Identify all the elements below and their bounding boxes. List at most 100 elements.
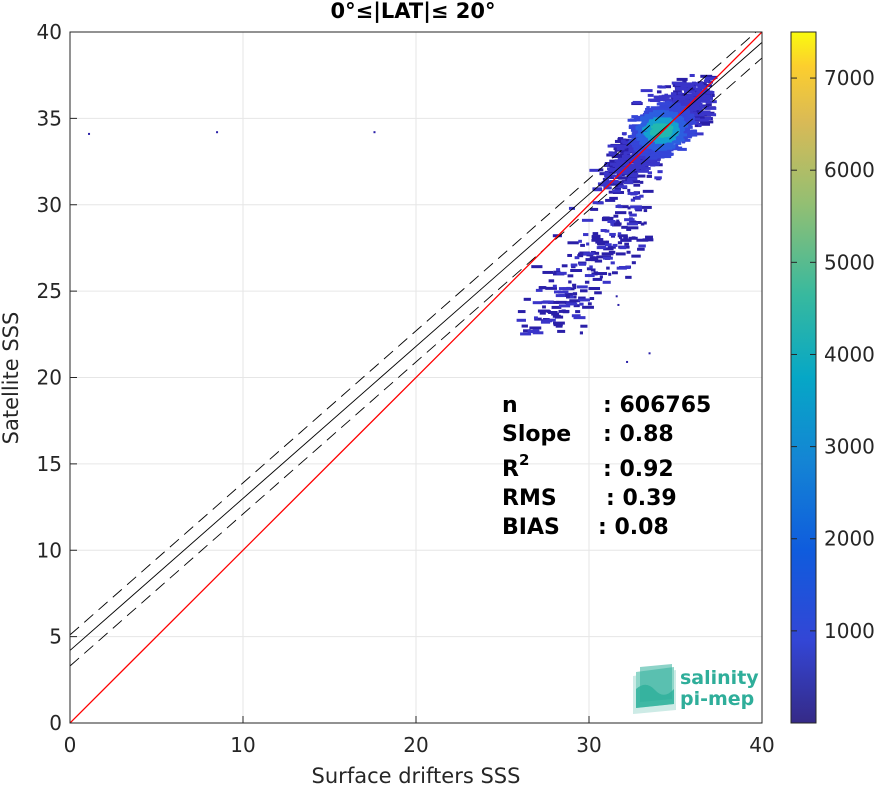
density-cell xyxy=(567,241,579,245)
density-cell xyxy=(545,286,558,290)
density-cell xyxy=(551,312,560,316)
density-cell xyxy=(665,138,670,142)
density-cell xyxy=(606,240,610,244)
density-cell xyxy=(572,283,577,287)
density-cell xyxy=(555,294,566,298)
density-cell xyxy=(681,99,690,103)
density-cell xyxy=(677,147,687,151)
density-cell xyxy=(646,134,658,138)
density-cell xyxy=(554,315,564,319)
density-cell xyxy=(617,234,628,238)
density-cell xyxy=(627,191,639,195)
density-cell xyxy=(674,83,682,87)
stat-rms-value: : 0.39 xyxy=(606,486,677,511)
density-cell xyxy=(645,155,652,159)
density-cell xyxy=(670,130,680,134)
density-cell xyxy=(668,126,679,130)
density-cell xyxy=(626,170,632,174)
density-cell xyxy=(631,261,636,265)
density-cell xyxy=(567,274,574,278)
density-cell xyxy=(552,284,557,288)
density-cell xyxy=(673,95,680,99)
density-cell xyxy=(629,134,640,138)
density-cell xyxy=(660,136,668,140)
density-cell xyxy=(517,310,526,314)
density-cell xyxy=(635,166,641,170)
density-cell xyxy=(605,180,613,184)
density-cell xyxy=(671,81,684,85)
density-cell xyxy=(603,186,612,190)
density-cell xyxy=(603,171,609,175)
density-cell xyxy=(591,235,597,239)
density-cell xyxy=(622,168,634,172)
density-cell xyxy=(558,287,571,291)
density-cell xyxy=(645,127,653,131)
density-cell xyxy=(598,168,604,172)
density-cell xyxy=(682,82,694,86)
density-cell xyxy=(670,92,677,96)
density-cell xyxy=(631,164,636,168)
density-cell xyxy=(683,90,695,94)
density-cell xyxy=(627,188,631,192)
density-cell xyxy=(558,304,571,308)
fit-line xyxy=(70,42,762,651)
density-cell xyxy=(670,114,674,118)
density-cell xyxy=(617,232,622,236)
density-cell xyxy=(614,159,621,163)
density-cell xyxy=(600,229,607,233)
density-cell xyxy=(687,116,694,120)
density-cell xyxy=(623,236,628,240)
stats-box: n : 606765 Slope : 0.88 R 2 : 0.92 RMS :… xyxy=(502,393,711,540)
density-cell xyxy=(667,137,676,141)
density-cell xyxy=(701,120,707,124)
density-cell xyxy=(688,133,698,137)
density-cell xyxy=(658,131,668,135)
density-cell xyxy=(633,183,641,187)
density-cell xyxy=(628,138,633,142)
density-cell xyxy=(532,329,540,333)
density-cell xyxy=(654,176,662,180)
density-cell xyxy=(612,163,619,167)
density-cell xyxy=(585,258,596,262)
density-cell xyxy=(618,205,629,209)
density-cell xyxy=(656,147,667,151)
density-cell xyxy=(621,132,627,136)
density-cell xyxy=(677,91,683,95)
density-cell xyxy=(667,132,679,136)
x-tick-label: 0 xyxy=(64,733,77,757)
density-cell xyxy=(682,103,693,107)
density-cell xyxy=(638,244,646,248)
density-cell xyxy=(655,98,668,102)
density-cell xyxy=(613,214,619,218)
upper-bound-line xyxy=(70,32,757,636)
density-cell xyxy=(630,142,635,146)
density-cell xyxy=(693,115,702,119)
density-cell xyxy=(699,94,711,98)
density-cell xyxy=(540,320,551,324)
density-cell xyxy=(581,218,594,222)
density-cell xyxy=(548,300,559,304)
density-outlier xyxy=(373,131,376,134)
density-cell xyxy=(689,88,698,92)
density-cell xyxy=(602,256,613,260)
density-cell xyxy=(675,93,685,97)
stat-n-label: n xyxy=(502,393,518,418)
density-cell xyxy=(687,93,694,97)
density-cell xyxy=(569,295,575,299)
density-cell xyxy=(552,321,565,325)
density-cell xyxy=(617,241,623,245)
density-cell xyxy=(624,242,629,246)
density-cell xyxy=(605,176,615,180)
density-cell xyxy=(676,77,688,81)
colorbar-tick-label: 3000 xyxy=(824,435,875,459)
density-cell xyxy=(691,92,699,96)
density-cell xyxy=(608,151,613,155)
density-cell xyxy=(614,211,627,215)
density-cell xyxy=(656,102,669,106)
density-cell xyxy=(631,115,638,119)
density-cell xyxy=(635,115,645,119)
density-cell xyxy=(628,211,633,215)
x-axis-label: Surface drifters SSS xyxy=(312,764,521,786)
stat-rms-label: RMS xyxy=(502,486,557,511)
density-cell xyxy=(626,227,632,231)
